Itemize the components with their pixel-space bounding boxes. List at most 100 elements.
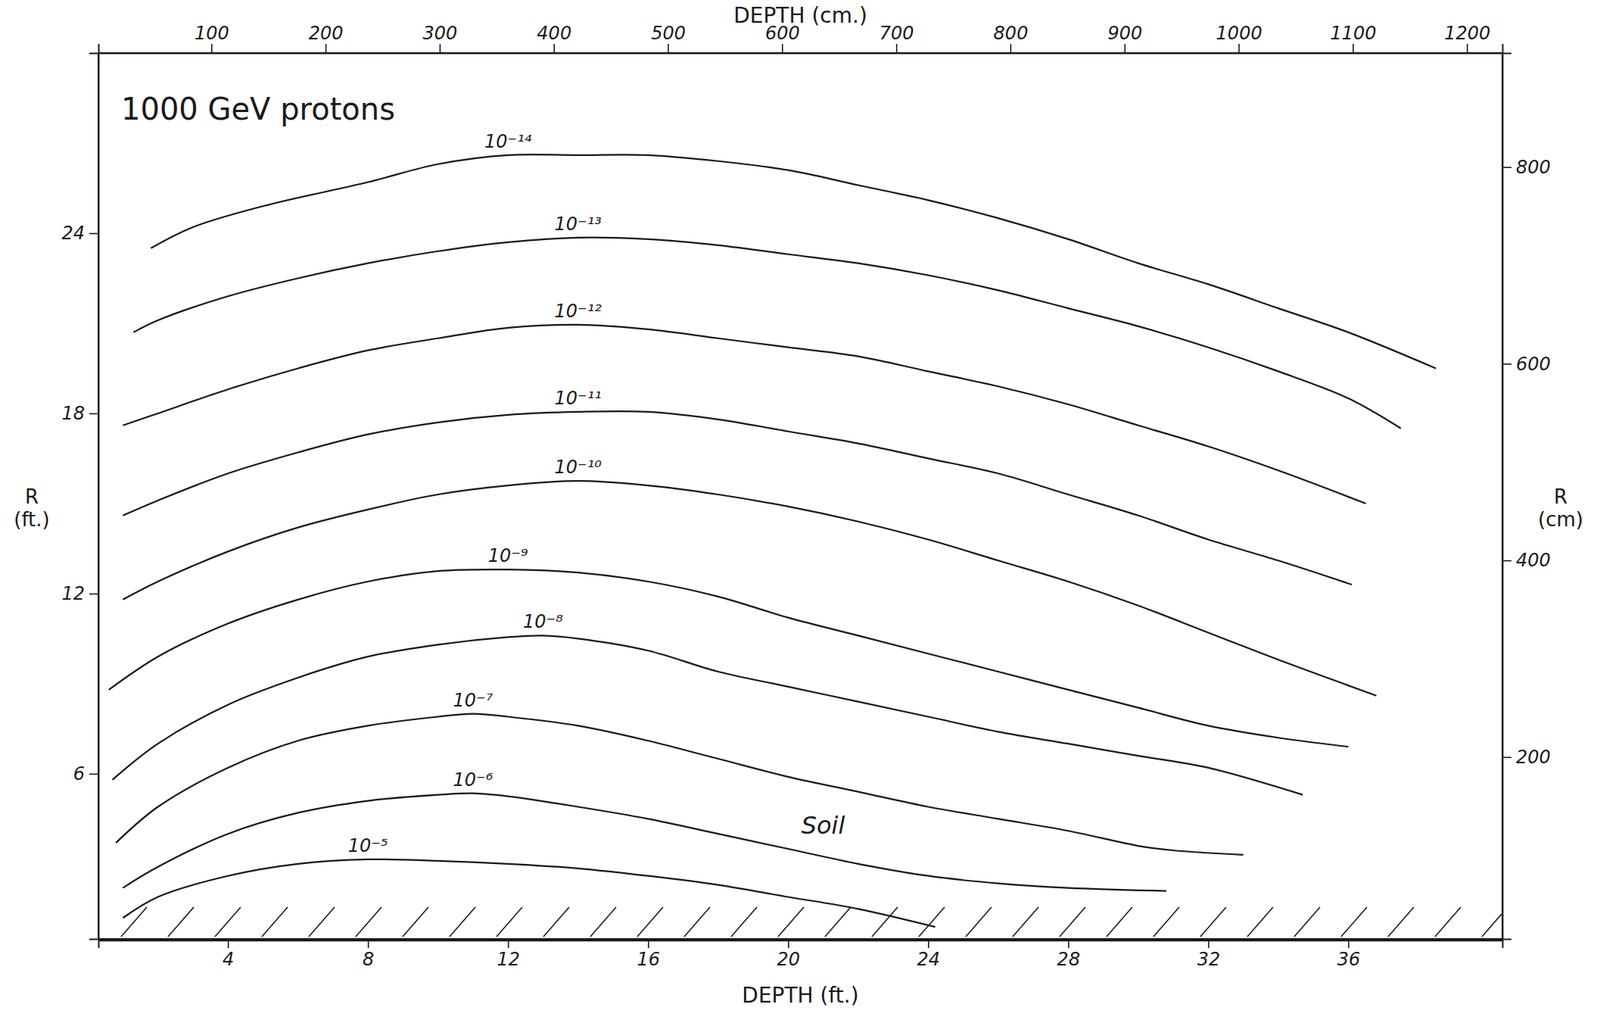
hatch-line (355, 906, 382, 937)
axis-line (99, 939, 1504, 949)
tick: 600 (1502, 353, 1551, 375)
contour-line (122, 410, 1352, 585)
hatch-line (543, 906, 570, 937)
tick: 200 (1502, 746, 1551, 768)
tick-label: 20 (777, 948, 801, 970)
tick: 1000 (1216, 22, 1263, 53)
tick: 12 (61, 582, 99, 604)
tick: 28 (1057, 938, 1081, 970)
tick-mark (1124, 43, 1127, 53)
y-axis-title: R(ft.) (13, 485, 50, 531)
contour-line (150, 154, 1436, 368)
tick-mark (1207, 938, 1210, 948)
tick: 200 (308, 22, 344, 53)
contour-label: 10⁻⁸ (522, 610, 564, 632)
tick: 24 (917, 938, 941, 970)
tick: 20 (777, 938, 801, 970)
contour-label: 10⁻¹³ (554, 213, 602, 235)
tick-label: 300 (423, 22, 458, 44)
plot-frame (98, 52, 1503, 939)
tick: 800 (993, 22, 1029, 53)
tick: 1100 (1329, 22, 1376, 53)
hatch-line (1059, 906, 1086, 937)
tick: 800 (1502, 156, 1551, 178)
tick-mark (1502, 756, 1512, 758)
hatch-line (1012, 906, 1039, 937)
hatch-line (1200, 906, 1227, 937)
contour-line (122, 324, 1366, 504)
tick: 36 (1337, 938, 1361, 970)
tick: 500 (650, 22, 686, 53)
tick-label: 200 (308, 22, 344, 44)
tick-label: 700 (879, 22, 915, 44)
tick: 24 (61, 222, 99, 244)
tick-label: 600 (1515, 353, 1551, 375)
tick-label: 24 (61, 222, 85, 244)
tick-mark (227, 938, 230, 948)
tick: 1200 (1444, 22, 1491, 53)
tick: 100 (194, 22, 230, 53)
contour-label: 10⁻¹² (554, 300, 603, 322)
tick-label: 500 (650, 22, 686, 44)
tick-mark (1067, 938, 1070, 948)
tick: 400 (1502, 549, 1551, 571)
tick-mark (439, 43, 442, 53)
hatch-line (1435, 906, 1461, 937)
hatch-line (261, 906, 288, 937)
tick-label: 400 (1515, 549, 1551, 571)
tick-mark (667, 43, 670, 53)
tick-label: 24 (917, 948, 941, 970)
x-axis-title: DEPTH (ft.) (741, 982, 859, 1008)
tick-mark (927, 938, 930, 948)
tick-label: 400 (536, 22, 572, 44)
contour-label: 10⁻⁵ (348, 834, 389, 857)
tick-label: 18 (61, 402, 85, 424)
tick-mark (89, 233, 99, 235)
hatch-line (1247, 906, 1274, 937)
contour-line (122, 859, 935, 927)
tick-mark (325, 43, 327, 53)
tick-label: 36 (1337, 948, 1361, 970)
tick-mark (1352, 43, 1355, 53)
tick: 12 (496, 938, 520, 970)
contour-line (108, 569, 1349, 747)
hatch-line (214, 906, 241, 937)
x-axis: 4812162024283236 (99, 938, 1504, 970)
tick: 8 (362, 938, 374, 970)
tick-mark (553, 43, 555, 53)
tick-mark (1238, 43, 1240, 53)
hatch-line (778, 906, 804, 937)
hatch-line (308, 906, 335, 937)
tick-label: 800 (993, 22, 1029, 44)
tick-mark (507, 938, 510, 948)
hatch-line (637, 906, 664, 937)
contour-line (122, 793, 1167, 891)
tick-mark (1502, 166, 1512, 169)
ground-hatch (121, 906, 1503, 937)
tick: 4 (222, 938, 234, 970)
contour-line (115, 713, 1244, 855)
tick-mark (787, 938, 790, 948)
tick-mark (1502, 560, 1512, 562)
tick-mark (781, 43, 784, 53)
hatch-line (168, 906, 194, 937)
tick-mark (1502, 363, 1512, 365)
contour-line (112, 635, 1304, 794)
tick-mark (1010, 43, 1012, 53)
hatch-line (684, 906, 710, 937)
tick: 6 (73, 762, 99, 785)
y2-axis-title-part: R (1553, 485, 1568, 508)
contour-label: 10⁻⁹ (488, 544, 529, 567)
tick-mark (89, 413, 99, 415)
hatch-line (449, 906, 476, 937)
contour-label: 10⁻⁷ (453, 689, 494, 711)
tick-mark (1466, 43, 1469, 53)
annotation: Soil (801, 810, 846, 840)
contour-label: 10⁻⁶ (453, 768, 494, 791)
x2-axis-title: DEPTH (cm.) (733, 3, 868, 29)
contour-line (122, 480, 1376, 696)
tick-label: 16 (636, 948, 660, 970)
hatch-line (1106, 906, 1133, 937)
y2-axis-title-part: (cm) (1537, 507, 1584, 531)
tick-label: 28 (1057, 948, 1081, 970)
